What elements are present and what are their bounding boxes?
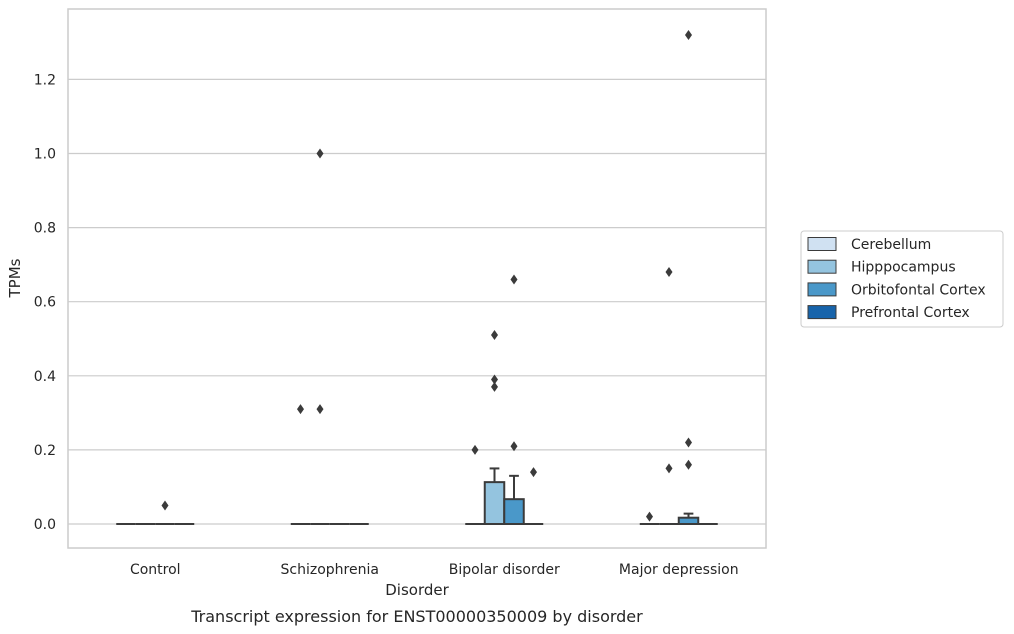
outliers	[161, 29, 692, 522]
x-axis-label: Disorder	[385, 581, 449, 599]
grid-lines	[68, 78, 766, 525]
y-tick-label: 1.2	[34, 72, 56, 88]
legend-frame	[800, 230, 1004, 328]
legend-swatch	[807, 282, 837, 297]
outlier-point	[471, 444, 479, 455]
legend: Cerebellum Hipppocampus Orbitofontal Corte…	[800, 230, 1004, 328]
outlier-point	[665, 267, 673, 278]
box-body	[503, 498, 525, 526]
chart-caption: Transcript expression for ENST0000035000…	[190, 607, 643, 626]
x-tick-label: Schizophrenia	[281, 562, 379, 578]
y-tick-label: 0.8	[34, 221, 56, 237]
box	[483, 467, 506, 526]
legend-items: Cerebellum Hipppocampus Orbitofontal Corte…	[807, 237, 986, 321]
legend-label: Cerebellum	[851, 237, 931, 253]
outlier-point	[297, 404, 304, 415]
y-tick-label: 0.2	[34, 443, 56, 459]
plot-frame	[67, 8, 767, 549]
y-tick-label: 0.4	[34, 369, 56, 385]
legend-swatch	[807, 237, 837, 251]
outlier-point	[685, 459, 692, 470]
legend-swatch	[807, 305, 837, 320]
outlier-point	[510, 274, 518, 285]
outlier-point	[316, 148, 324, 159]
x-tick-label: Control	[130, 562, 181, 578]
outlier-point	[491, 330, 498, 341]
legend-swatch	[807, 259, 837, 274]
outlier-point	[316, 404, 324, 415]
legend-label: Hipppocampus	[851, 260, 956, 276]
y-tick-label: 0.0	[34, 517, 56, 533]
outlier-point	[491, 381, 498, 392]
box-body	[483, 481, 506, 526]
y-tick-label: 1.0	[34, 147, 56, 163]
x-tick-label: Major depression	[619, 562, 739, 578]
legend-label: Orbitofontal Cortex	[851, 282, 986, 298]
legend-label: Prefrontal Cortex	[851, 305, 970, 321]
outlier-point	[685, 437, 692, 448]
outlier-point	[665, 463, 673, 474]
box	[677, 512, 700, 525]
outlier-point	[510, 441, 518, 452]
outlier-point	[646, 511, 653, 522]
outlier-point	[161, 500, 169, 511]
x-tick-labels: Control Schizophrenia Bipolar disorder Majo…	[130, 562, 739, 578]
y-tick-labels: 0.0 0.2 0.4 0.6 0.8 1.0 1.2	[34, 72, 56, 533]
outlier-point	[685, 29, 692, 40]
outlier-point	[530, 467, 537, 478]
boxes	[116, 467, 718, 526]
outlier-point	[491, 374, 498, 385]
y-axis-label: TPMs	[6, 258, 24, 298]
y-tick-label: 0.6	[34, 295, 56, 311]
box	[503, 474, 525, 526]
x-tick-label: Bipolar disorder	[449, 562, 560, 578]
